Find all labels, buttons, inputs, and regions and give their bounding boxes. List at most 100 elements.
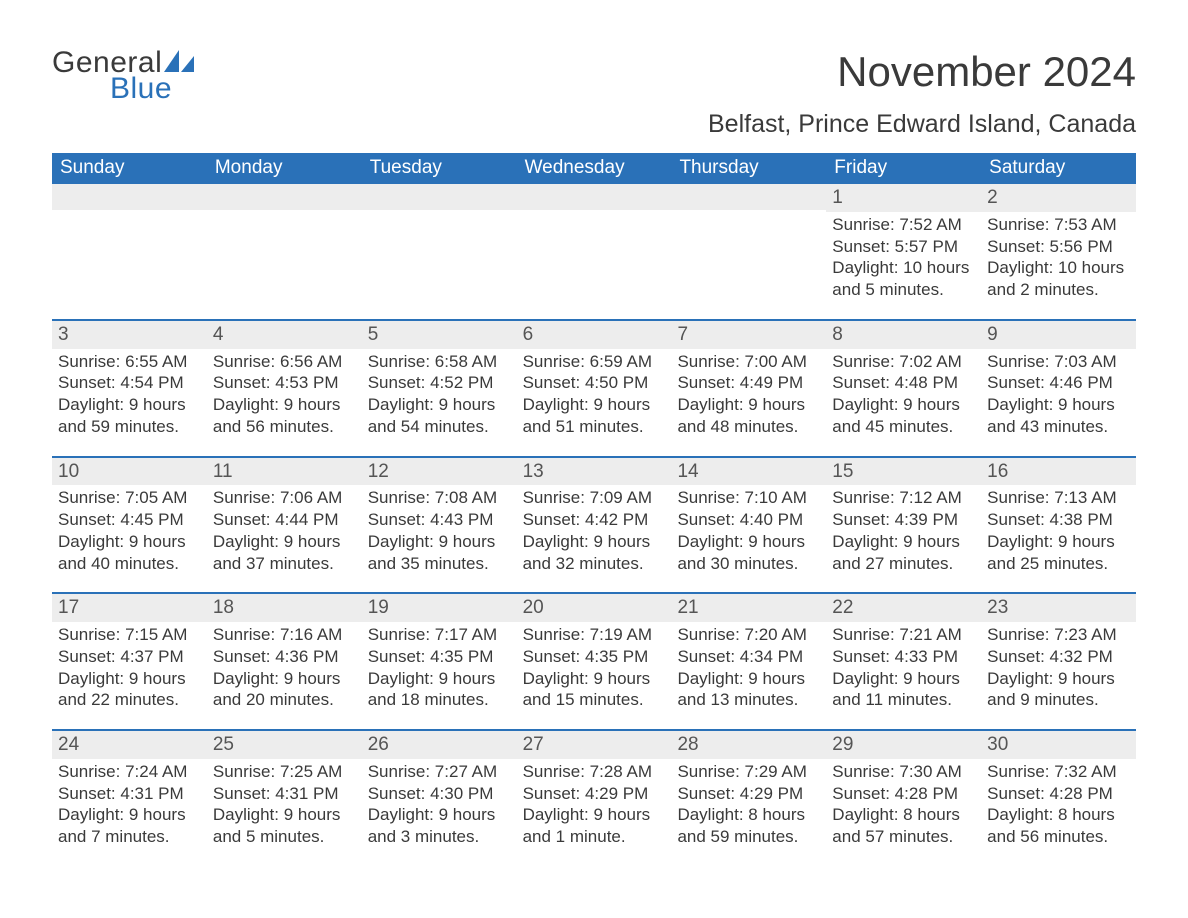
sunset-text: Sunset: 4:44 PM xyxy=(213,509,356,531)
day-body: Sunrise: 7:19 AMSunset: 4:35 PMDaylight:… xyxy=(517,622,672,711)
day-cell: 17Sunrise: 7:15 AMSunset: 4:37 PMDayligh… xyxy=(52,594,207,711)
daylight-text: Daylight: 9 hours and 15 minutes. xyxy=(523,668,666,712)
day-body: Sunrise: 6:59 AMSunset: 4:50 PMDaylight:… xyxy=(517,349,672,438)
day-number: 12 xyxy=(362,458,517,486)
day-number: 11 xyxy=(207,458,362,486)
day-body: Sunrise: 7:15 AMSunset: 4:37 PMDaylight:… xyxy=(52,622,207,711)
daylight-text: Daylight: 8 hours and 57 minutes. xyxy=(832,804,975,848)
day-number xyxy=(362,184,517,210)
day-body: Sunrise: 7:05 AMSunset: 4:45 PMDaylight:… xyxy=(52,485,207,574)
daylight-text: Daylight: 10 hours and 2 minutes. xyxy=(987,257,1130,301)
day-number: 10 xyxy=(52,458,207,486)
sunset-text: Sunset: 4:45 PM xyxy=(58,509,201,531)
day-cell xyxy=(52,184,207,301)
sunrise-text: Sunrise: 7:52 AM xyxy=(832,214,975,236)
sunrise-text: Sunrise: 7:27 AM xyxy=(368,761,511,783)
sunset-text: Sunset: 4:33 PM xyxy=(832,646,975,668)
weekday-header: Saturday xyxy=(981,153,1136,184)
sunset-text: Sunset: 4:32 PM xyxy=(987,646,1130,668)
sunset-text: Sunset: 4:48 PM xyxy=(832,372,975,394)
day-number: 24 xyxy=(52,731,207,759)
sunrise-text: Sunrise: 7:03 AM xyxy=(987,351,1130,373)
day-cell: 21Sunrise: 7:20 AMSunset: 4:34 PMDayligh… xyxy=(671,594,826,711)
sunset-text: Sunset: 5:57 PM xyxy=(832,236,975,258)
day-number: 18 xyxy=(207,594,362,622)
day-cell: 29Sunrise: 7:30 AMSunset: 4:28 PMDayligh… xyxy=(826,731,981,848)
daylight-text: Daylight: 9 hours and 30 minutes. xyxy=(677,531,820,575)
sunrise-text: Sunrise: 7:30 AM xyxy=(832,761,975,783)
sunrise-text: Sunrise: 7:29 AM xyxy=(677,761,820,783)
day-number: 8 xyxy=(826,321,981,349)
sunrise-text: Sunrise: 7:24 AM xyxy=(58,761,201,783)
sunset-text: Sunset: 4:49 PM xyxy=(677,372,820,394)
daylight-text: Daylight: 9 hours and 43 minutes. xyxy=(987,394,1130,438)
sunrise-text: Sunrise: 7:25 AM xyxy=(213,761,356,783)
day-cell: 12Sunrise: 7:08 AMSunset: 4:43 PMDayligh… xyxy=(362,458,517,575)
day-body: Sunrise: 7:53 AMSunset: 5:56 PMDaylight:… xyxy=(981,212,1136,301)
daylight-text: Daylight: 9 hours and 9 minutes. xyxy=(987,668,1130,712)
day-number: 7 xyxy=(671,321,826,349)
sunrise-text: Sunrise: 6:58 AM xyxy=(368,351,511,373)
day-cell xyxy=(671,184,826,301)
day-number: 9 xyxy=(981,321,1136,349)
calendar: Sunday Monday Tuesday Wednesday Thursday… xyxy=(52,153,1136,848)
daylight-text: Daylight: 9 hours and 1 minute. xyxy=(523,804,666,848)
day-number: 29 xyxy=(826,731,981,759)
day-cell xyxy=(362,184,517,301)
sunset-text: Sunset: 4:52 PM xyxy=(368,372,511,394)
week-row: 10Sunrise: 7:05 AMSunset: 4:45 PMDayligh… xyxy=(52,456,1136,575)
day-body: Sunrise: 7:03 AMSunset: 4:46 PMDaylight:… xyxy=(981,349,1136,438)
day-body: Sunrise: 7:06 AMSunset: 4:44 PMDaylight:… xyxy=(207,485,362,574)
daylight-text: Daylight: 8 hours and 56 minutes. xyxy=(987,804,1130,848)
daylight-text: Daylight: 9 hours and 48 minutes. xyxy=(677,394,820,438)
sunrise-text: Sunrise: 7:32 AM xyxy=(987,761,1130,783)
sunset-text: Sunset: 4:54 PM xyxy=(58,372,201,394)
sunset-text: Sunset: 5:56 PM xyxy=(987,236,1130,258)
day-body: Sunrise: 6:56 AMSunset: 4:53 PMDaylight:… xyxy=(207,349,362,438)
day-body: Sunrise: 7:20 AMSunset: 4:34 PMDaylight:… xyxy=(671,622,826,711)
week-row: 3Sunrise: 6:55 AMSunset: 4:54 PMDaylight… xyxy=(52,319,1136,438)
weekday-header-row: Sunday Monday Tuesday Wednesday Thursday… xyxy=(52,153,1136,184)
sunrise-text: Sunrise: 7:17 AM xyxy=(368,624,511,646)
daylight-text: Daylight: 9 hours and 18 minutes. xyxy=(368,668,511,712)
sunrise-text: Sunrise: 7:15 AM xyxy=(58,624,201,646)
day-body: Sunrise: 7:32 AMSunset: 4:28 PMDaylight:… xyxy=(981,759,1136,848)
sunrise-text: Sunrise: 7:12 AM xyxy=(832,487,975,509)
day-cell: 14Sunrise: 7:10 AMSunset: 4:40 PMDayligh… xyxy=(671,458,826,575)
sunrise-text: Sunrise: 7:13 AM xyxy=(987,487,1130,509)
day-cell: 7Sunrise: 7:00 AMSunset: 4:49 PMDaylight… xyxy=(671,321,826,438)
day-body: Sunrise: 7:12 AMSunset: 4:39 PMDaylight:… xyxy=(826,485,981,574)
day-body: Sunrise: 7:10 AMSunset: 4:40 PMDaylight:… xyxy=(671,485,826,574)
day-cell: 26Sunrise: 7:27 AMSunset: 4:30 PMDayligh… xyxy=(362,731,517,848)
sunrise-text: Sunrise: 7:19 AM xyxy=(523,624,666,646)
day-cell: 2Sunrise: 7:53 AMSunset: 5:56 PMDaylight… xyxy=(981,184,1136,301)
day-body: Sunrise: 7:17 AMSunset: 4:35 PMDaylight:… xyxy=(362,622,517,711)
sunrise-text: Sunrise: 7:06 AM xyxy=(213,487,356,509)
sunset-text: Sunset: 4:50 PM xyxy=(523,372,666,394)
sunrise-text: Sunrise: 7:28 AM xyxy=(523,761,666,783)
day-number: 27 xyxy=(517,731,672,759)
day-number: 26 xyxy=(362,731,517,759)
day-cell: 8Sunrise: 7:02 AMSunset: 4:48 PMDaylight… xyxy=(826,321,981,438)
sunset-text: Sunset: 4:36 PM xyxy=(213,646,356,668)
day-body: Sunrise: 7:21 AMSunset: 4:33 PMDaylight:… xyxy=(826,622,981,711)
daylight-text: Daylight: 9 hours and 32 minutes. xyxy=(523,531,666,575)
weekday-header: Tuesday xyxy=(362,153,517,184)
day-number: 28 xyxy=(671,731,826,759)
daylight-text: Daylight: 9 hours and 45 minutes. xyxy=(832,394,975,438)
sunrise-text: Sunrise: 7:09 AM xyxy=(523,487,666,509)
sunrise-text: Sunrise: 7:20 AM xyxy=(677,624,820,646)
sunrise-text: Sunrise: 7:00 AM xyxy=(677,351,820,373)
day-cell: 16Sunrise: 7:13 AMSunset: 4:38 PMDayligh… xyxy=(981,458,1136,575)
month-title: November 2024 xyxy=(708,48,1136,96)
sunset-text: Sunset: 4:31 PM xyxy=(213,783,356,805)
day-number xyxy=(671,184,826,210)
day-body: Sunrise: 7:30 AMSunset: 4:28 PMDaylight:… xyxy=(826,759,981,848)
day-cell: 6Sunrise: 6:59 AMSunset: 4:50 PMDaylight… xyxy=(517,321,672,438)
day-body: Sunrise: 7:13 AMSunset: 4:38 PMDaylight:… xyxy=(981,485,1136,574)
daylight-text: Daylight: 9 hours and 5 minutes. xyxy=(213,804,356,848)
sunset-text: Sunset: 4:42 PM xyxy=(523,509,666,531)
sunrise-text: Sunrise: 7:02 AM xyxy=(832,351,975,373)
sunrise-text: Sunrise: 7:16 AM xyxy=(213,624,356,646)
daylight-text: Daylight: 9 hours and 13 minutes. xyxy=(677,668,820,712)
